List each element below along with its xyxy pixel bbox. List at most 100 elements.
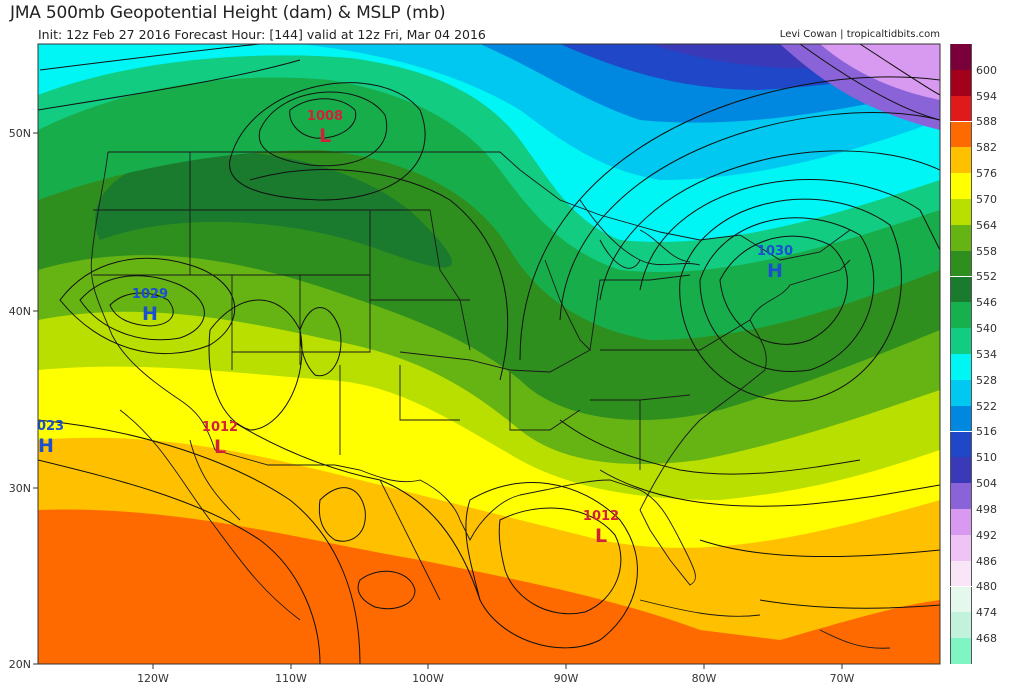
legend-level-label: 594 — [976, 89, 997, 103]
legend-level-label: 540 — [976, 322, 997, 336]
low-pressure-marker: L — [214, 436, 226, 458]
low-pressure-marker: L — [595, 525, 607, 547]
legend-level-label: 564 — [976, 218, 997, 232]
latitude-tick-label: 40N — [9, 305, 31, 318]
longitude-tick-label: 100W — [412, 672, 444, 685]
legend-swatch — [950, 121, 972, 148]
legend-level-label: 582 — [976, 141, 997, 155]
legend-swatch — [950, 560, 972, 587]
legend-swatch — [950, 457, 972, 484]
latitude-tick-label: 50N — [9, 127, 31, 140]
legend-swatch — [950, 431, 972, 458]
longitude-tick-label: 90W — [554, 672, 579, 685]
legend-item: 474 — [950, 586, 1024, 619]
pressure-value-label: 1023 — [28, 419, 64, 434]
pressure-value-label: 1012 — [202, 420, 238, 435]
high-pressure-marker: H — [142, 303, 158, 325]
legend-swatch — [950, 328, 972, 354]
legend-level-label: 576 — [976, 167, 997, 181]
legend-item: 498 — [950, 483, 1024, 516]
legend-level-label: 600 — [976, 63, 997, 77]
latitude-ticks — [33, 132, 38, 665]
legend-swatch — [950, 44, 972, 70]
legend-item: 570 — [950, 173, 1024, 206]
legend-level-label: 558 — [976, 244, 997, 258]
legend-item: 546 — [950, 276, 1024, 309]
high-pressure-marker: H — [767, 260, 783, 282]
longitude-tick-label: 110W — [275, 672, 307, 685]
color-scale-legend: 600 594 588 582 576 570 564 558 552 546 540 534 528 5… — [950, 44, 1024, 664]
legend-swatch — [950, 199, 972, 225]
longitude-tick-label: 80W — [692, 672, 717, 685]
low-pressure-marker: L — [319, 125, 331, 147]
legend-item: 504 — [950, 457, 1024, 490]
legend-level-label: 534 — [976, 347, 997, 361]
legend-level-label: 474 — [976, 606, 997, 620]
longitude-ticks — [152, 664, 843, 669]
legend-item: 534 — [950, 328, 1024, 361]
legend-swatch — [950, 147, 972, 174]
credit-label: Levi Cowan | tropicaltidbits.com — [779, 29, 940, 40]
legend-item: 588 — [950, 95, 1024, 128]
latitude-tick-label: 20N — [9, 658, 31, 671]
legend-swatch — [950, 638, 972, 664]
legend-item — [950, 638, 1024, 664]
height-fill-bands — [38, 44, 940, 664]
legend-item: 582 — [950, 121, 1024, 154]
legend-swatch — [950, 224, 972, 251]
legend-level-label: 570 — [976, 192, 997, 206]
legend-level-label: 546 — [976, 296, 997, 310]
legend-item: 486 — [950, 534, 1024, 568]
legend-level-label: 486 — [976, 554, 997, 568]
legend-item: 528 — [950, 354, 1024, 387]
chart-title: JMA 500mb Geopotential Height (dam) & MS… — [10, 3, 446, 23]
legend-level-label: 498 — [976, 502, 997, 516]
legend-swatch — [950, 379, 972, 406]
chart-subtitle: Init: 12z Feb 27 2016 Forecast Hour: [14… — [38, 27, 486, 42]
legend-item: 522 — [950, 379, 1024, 413]
legend-swatch — [950, 586, 972, 613]
legend-item: 480 — [950, 560, 1024, 593]
pressure-center-labels: 1029 H 1023 H 1030 H 1008 L 1012 L 1012 … — [28, 109, 793, 547]
legend-swatch — [950, 509, 972, 535]
legend-swatch — [950, 483, 972, 509]
legend-level-label: 528 — [976, 373, 997, 387]
legend-level-label: 468 — [976, 632, 997, 646]
legend-item: 594 — [950, 69, 1024, 103]
legend-item: 576 — [950, 147, 1024, 180]
legend-item: 540 — [950, 302, 1024, 335]
legend-level-label: 480 — [976, 580, 997, 594]
legend-item: 564 — [950, 199, 1024, 232]
legend-item: 492 — [950, 509, 1024, 542]
legend-swatch — [950, 534, 972, 561]
legend-item: 600 — [950, 44, 1024, 77]
longitude-tick-label: 70W — [830, 672, 855, 685]
legend-swatch — [950, 69, 972, 96]
legend-item: 516 — [950, 405, 1024, 438]
pressure-value-label: 1012 — [583, 509, 619, 524]
map-frame — [37, 43, 941, 665]
longitude-tick-label: 120W — [137, 672, 169, 685]
legend-swatch — [950, 95, 972, 122]
legend-swatch — [950, 302, 972, 329]
legend-swatch — [950, 173, 972, 199]
map-boundaries — [90, 151, 891, 649]
legend-swatch — [950, 276, 972, 303]
legend-level-label: 492 — [976, 528, 997, 542]
legend-swatch — [950, 354, 972, 380]
isobars — [38, 44, 940, 664]
legend-swatch — [950, 250, 972, 277]
high-pressure-marker: H — [38, 435, 54, 457]
legend-item: 558 — [950, 224, 1024, 258]
legend-swatch — [950, 612, 972, 639]
legend-level-label: 522 — [976, 399, 997, 413]
legend-item: 552 — [950, 250, 1024, 283]
pressure-value-label: 1029 — [132, 287, 168, 302]
legend-level-label: 516 — [976, 425, 997, 439]
latitude-tick-label: 30N — [9, 482, 31, 495]
legend-item: 468 — [950, 612, 1024, 645]
legend-level-label: 588 — [976, 115, 997, 129]
pressure-value-label: 1008 — [307, 109, 343, 124]
pressure-value-label: 1030 — [757, 244, 793, 259]
